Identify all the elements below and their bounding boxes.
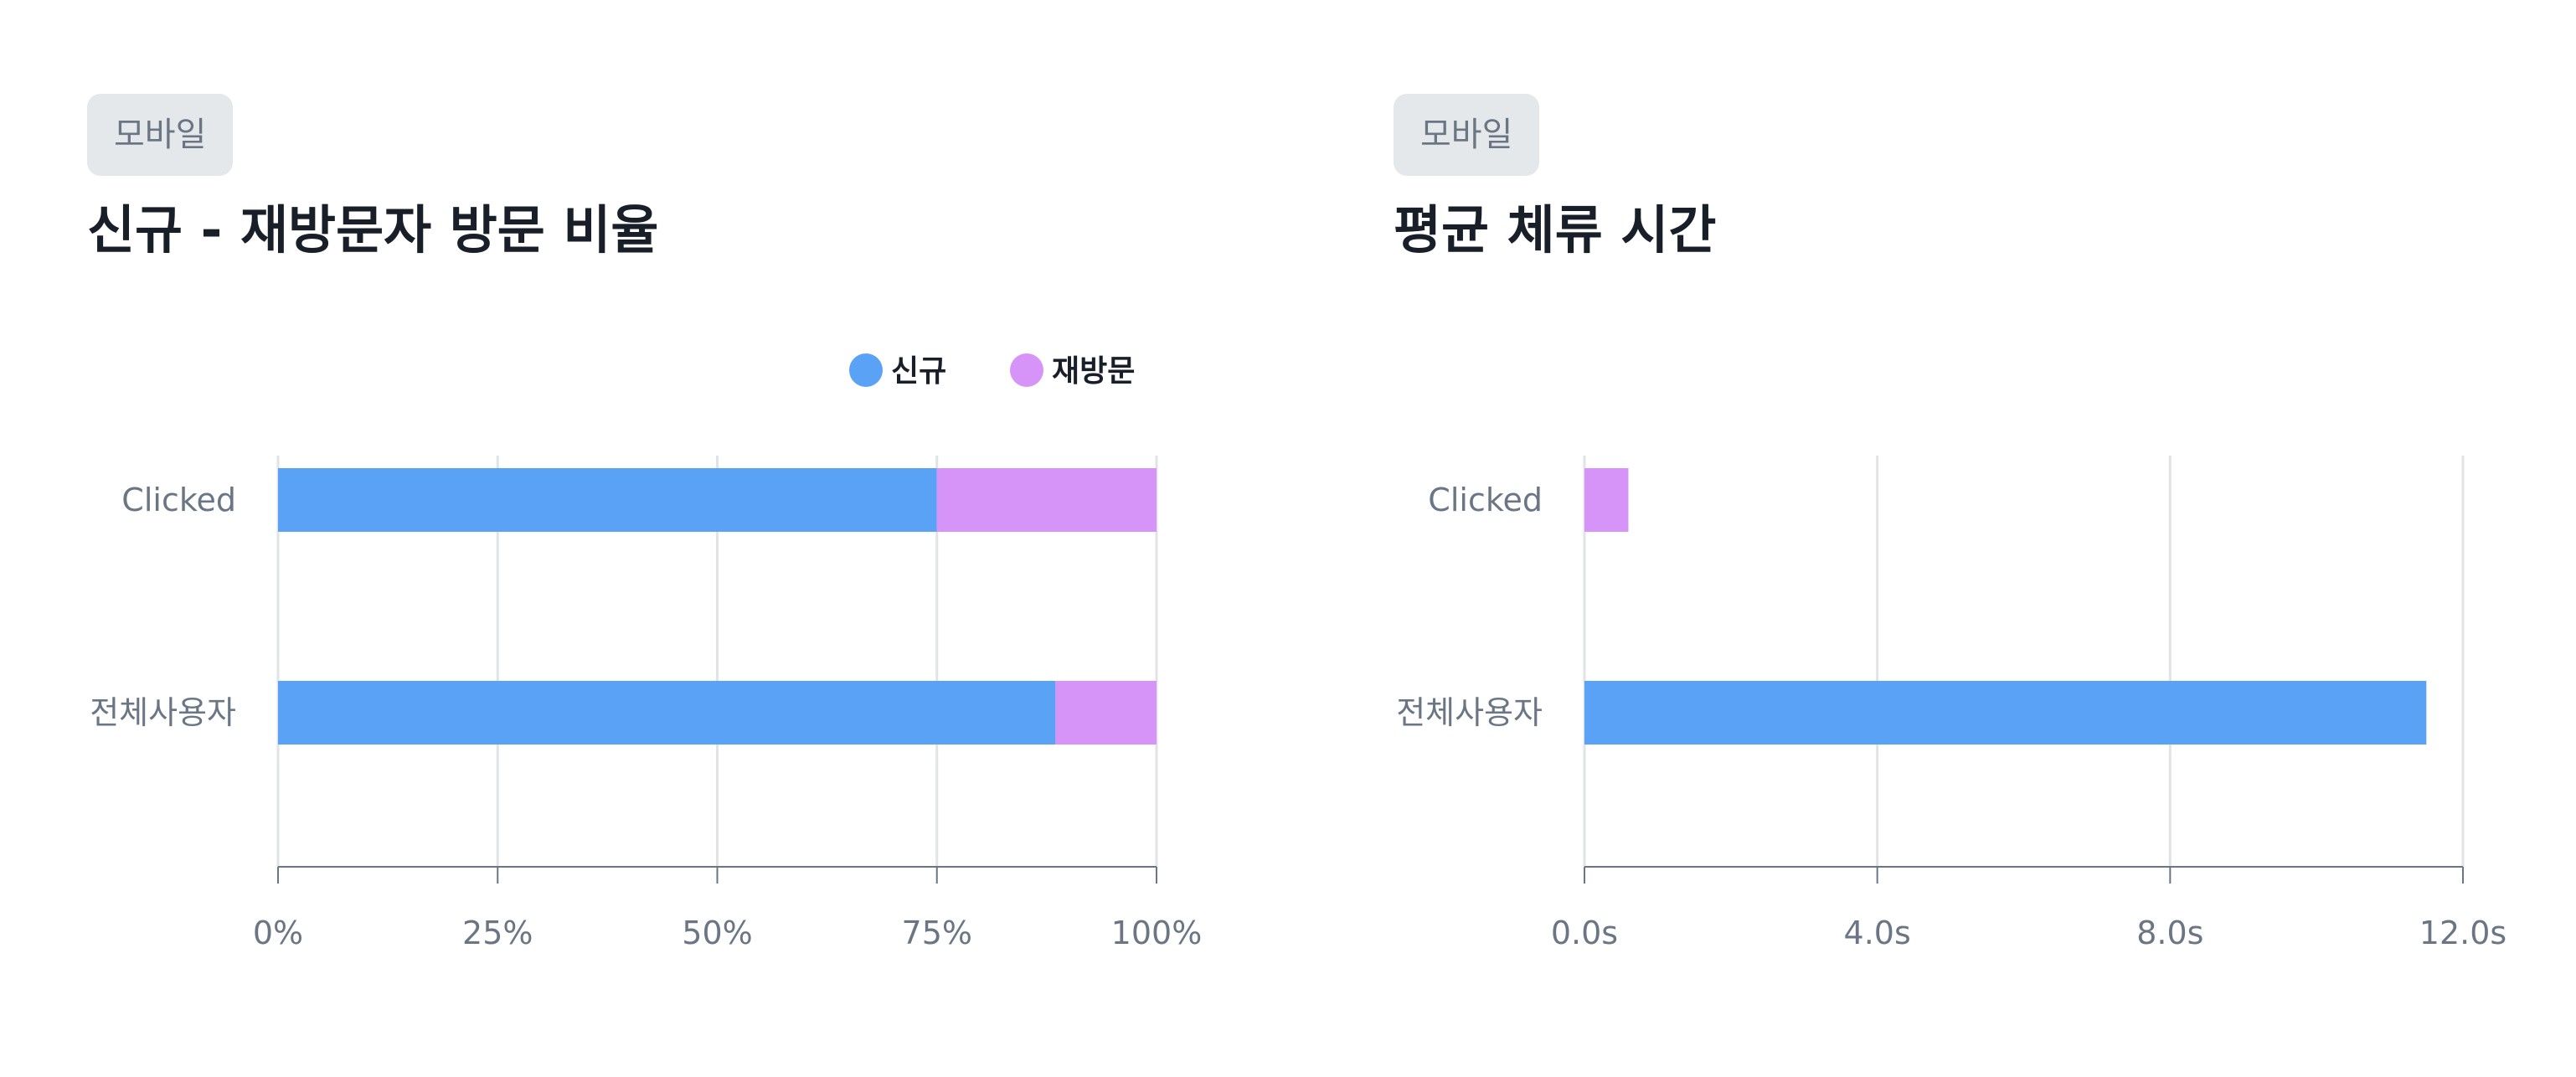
bar <box>1584 681 2427 745</box>
x-tick-label: 12.0s <box>2419 915 2506 951</box>
bar-segment <box>936 468 1157 532</box>
x-tick-label: 25% <box>462 915 533 951</box>
x-tick-label: 50% <box>682 915 752 951</box>
bar-segment <box>1055 681 1157 745</box>
x-tick-label: 0.0s <box>1551 915 1618 951</box>
platform-badge: 모바일 <box>87 94 234 176</box>
x-tick-label: 4.0s <box>1844 915 1911 951</box>
bar-segment <box>278 681 1056 745</box>
x-tick-label: 100% <box>1111 915 1203 951</box>
bar-segment <box>278 468 937 532</box>
legend-swatch <box>1010 353 1043 387</box>
category-label: Clicked <box>1428 482 1543 518</box>
bar <box>1584 468 1629 532</box>
chart-title: 신규 - 재방문자 방문 비율 <box>87 199 659 260</box>
ratio-chart-panel: 모바일 신규 - 재방문자 방문 비율 Clicked 전체사용자 0% 25% 50%… <box>87 94 1203 951</box>
ratio-chart: Clicked 전체사용자 0% 25% 50% 75% 100% 신규 재방문 <box>90 353 1203 951</box>
platform-badge: 모바일 <box>1394 94 1540 176</box>
x-tick-label: 75% <box>902 915 972 951</box>
category-label: Clicked <box>121 482 236 518</box>
chart-title: 평균 체류 시간 <box>1394 199 1717 260</box>
x-tick-label: 8.0s <box>2136 915 2203 951</box>
x-tick-label: 0% <box>253 915 303 951</box>
legend-swatch <box>849 353 883 387</box>
duration-chart-panel: 모바일 평균 체류 시간 Clicked 전체사용자 0.0s 4.0s 8.0s 12.… <box>1290 0 2576 1077</box>
category-label: 전체사용자 <box>1396 694 1543 731</box>
category-label: 전체사용자 <box>90 694 236 731</box>
legend-label: 재방문 <box>1052 354 1135 389</box>
legend-label: 신규 <box>891 354 946 389</box>
duration-chart: Clicked 전체사용자 0.0s 4.0s 8.0s 12.0s <box>1396 456 2506 951</box>
